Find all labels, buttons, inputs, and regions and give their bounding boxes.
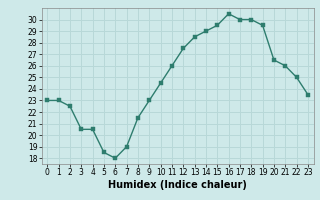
X-axis label: Humidex (Indice chaleur): Humidex (Indice chaleur) <box>108 180 247 190</box>
